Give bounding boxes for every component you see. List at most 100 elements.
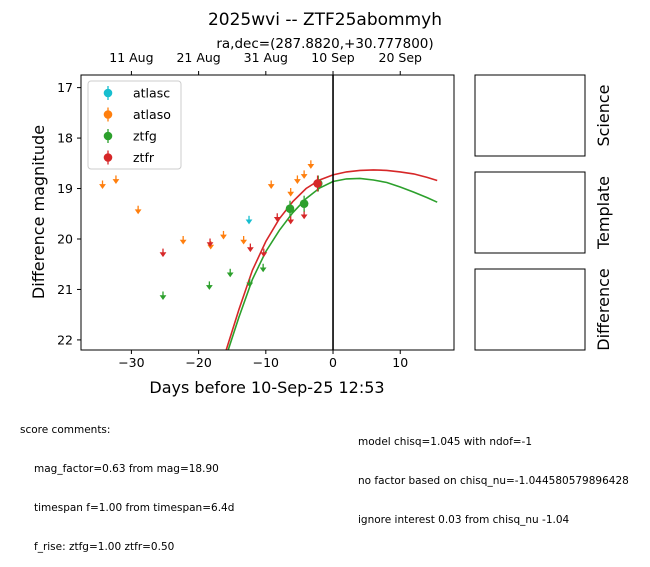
upper-limit-head: [205, 285, 213, 290]
y-tick-label: 20: [57, 231, 73, 246]
upper-limit-head: [246, 247, 254, 253]
upper-limit-atlaso: [307, 160, 315, 169]
upper-limit-head: [240, 239, 248, 245]
upper-limit-head: [300, 174, 308, 179]
score-comments: score comments: mag_factor=0.63 from mag…: [20, 398, 234, 567]
upper-limit-ztfr: [287, 215, 295, 225]
x-tick-label: −20: [185, 355, 211, 370]
upper-limit-ztfg: [246, 278, 254, 288]
upper-limit-ztfr: [273, 213, 281, 222]
upper-limit-head: [245, 219, 253, 225]
detection-marker: [313, 179, 322, 188]
x-axis-label: Days before 10-Sep-25 12:53: [149, 378, 384, 397]
upper-limit-head: [259, 267, 267, 273]
upper-limit-ztfr: [300, 210, 308, 220]
legend-label: atlaso: [133, 107, 171, 122]
top-tick-label: 11 Aug: [109, 50, 153, 65]
upper-limit-atlaso: [112, 175, 120, 184]
upper-limit-atlaso: [220, 230, 227, 240]
top-tick-label: 31 Aug: [244, 50, 288, 65]
upper-limit-ztfg: [205, 281, 213, 290]
model-comments: model chisq=1.045 with ndof=-1 no factor…: [358, 410, 629, 540]
legend-label: ztfr: [133, 150, 155, 165]
detection-marker: [299, 199, 309, 208]
light-curve-figure: 2025wvi -- ZTF25abommyh ra,dec=(287.8820…: [29, 10, 613, 397]
legend-label: ztfg: [133, 129, 157, 144]
upper-limit-head: [300, 214, 308, 220]
panel-label: Difference: [594, 268, 613, 350]
upper-limit-ztfr: [260, 248, 268, 258]
upper-limit-head: [112, 179, 120, 184]
upper-limit-ztfr: [206, 238, 214, 248]
model-curve-ztfr: [225, 169, 438, 350]
model-comment-line: no factor based on chisq_nu=-1.044580579…: [358, 475, 629, 487]
upper-limit-head: [99, 184, 106, 190]
image-panel: [474, 268, 586, 351]
upper-limit-head: [260, 252, 268, 258]
upper-limit-head: [287, 191, 295, 197]
upper-limit-atlaso: [287, 188, 295, 197]
upper-limit-head: [273, 216, 281, 222]
upper-limit-atlaso: [300, 170, 308, 179]
y-axis: 17 18 19 20 21 22: [57, 80, 81, 347]
upper-limit-head: [159, 252, 167, 258]
upper-limit-atlaso: [99, 180, 106, 190]
detection-ztfg: [299, 195, 309, 212]
score-comments-header: score comments:: [20, 424, 111, 436]
plot-frame: [80, 74, 455, 351]
upper-limit-atlaso: [267, 180, 275, 190]
y-tick-label: 17: [57, 80, 73, 95]
detection-ztfg: [285, 200, 295, 217]
model-comment-line: ignore interest 0.03 from chisq_nu -1.04: [358, 514, 570, 526]
chart-subtitle: ra,dec=(287.8820,+30.777800): [216, 36, 433, 52]
score-comment-line: timespan f=1.00 from timespan=6.4d: [34, 502, 235, 514]
y-tick-label: 21: [57, 282, 73, 297]
upper-limit-ztfr: [159, 248, 167, 258]
image-panel: [474, 171, 586, 254]
top-tick-label: 20 Sep: [379, 50, 423, 65]
x-tick-label: −10: [253, 355, 279, 370]
chart-title: 2025wvi -- ZTF25abommyh: [208, 10, 442, 30]
x-tick-label: 0: [329, 355, 337, 370]
y-tick-label: 19: [57, 181, 73, 196]
upper-limit-head: [134, 209, 142, 215]
upper-limit-atlaso: [134, 205, 142, 215]
upper-limit-ztfg: [226, 268, 234, 278]
image-panel: [474, 74, 586, 157]
upper-limit-head: [226, 272, 234, 278]
legend-box: [87, 80, 182, 170]
legend-label: atlasc: [133, 86, 170, 101]
image-panels: Science Template Difference: [474, 74, 613, 351]
legend: atlasc atlaso ztfg ztfr: [87, 80, 182, 170]
legend-marker: [103, 153, 113, 162]
upper-limit-head: [294, 179, 301, 184]
detection-ztfr: [313, 175, 322, 192]
upper-limit-atlasc: [245, 215, 253, 225]
upper-limit-head: [307, 164, 315, 169]
x-tick-label: 10: [392, 355, 408, 370]
panel-label: Science: [594, 84, 613, 146]
y-tick-label: 18: [57, 131, 73, 146]
legend-marker: [103, 88, 113, 98]
legend-marker: [103, 131, 113, 141]
y-tick-label: 22: [57, 332, 73, 347]
x-tick-label: −30: [118, 355, 144, 370]
y-axis-label: Difference magnitude: [29, 125, 48, 299]
upper-limit-head: [159, 295, 167, 301]
detection-marker: [285, 204, 295, 214]
legend-marker: [103, 110, 113, 119]
upper-limit-head: [267, 184, 275, 190]
plot-area: [99, 75, 438, 350]
upper-limit-atlaso: [179, 235, 187, 245]
upper-limit-head: [246, 282, 254, 288]
upper-limit-ztfr: [246, 243, 254, 253]
upper-limit-head: [287, 219, 295, 225]
score-comment-line: mag_factor=0.63 from mag=18.90: [34, 463, 219, 475]
top-date-axis: 11 Aug 21 Aug 31 Aug 10 Sep 20 Sep: [109, 50, 422, 75]
score-comment-line: f_rise: ztfg=1.00 ztfr=0.50: [34, 541, 175, 553]
x-axis: −30 −20 −10 0 10: [118, 350, 408, 370]
upper-limit-atlaso: [294, 175, 301, 184]
model-comment-line: model chisq=1.045 with ndof=-1: [358, 436, 533, 448]
upper-limit-ztfg: [159, 291, 167, 301]
panel-label: Template: [594, 176, 613, 250]
